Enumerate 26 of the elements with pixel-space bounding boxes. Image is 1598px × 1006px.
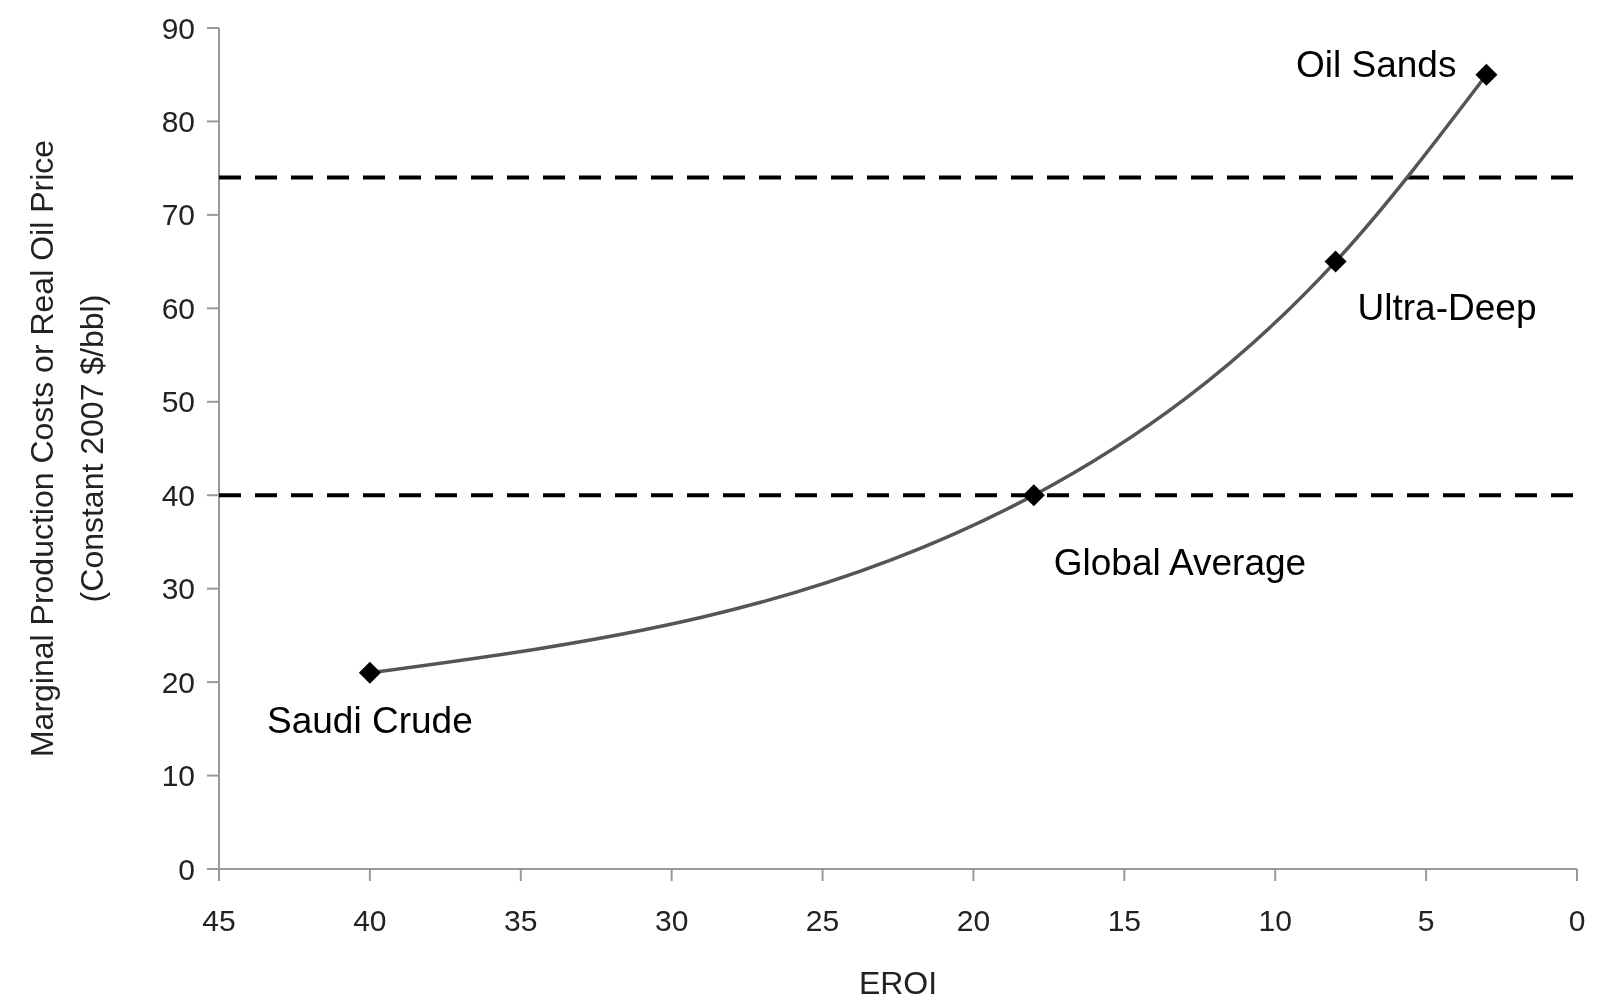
x-tick-label: 45 — [202, 904, 236, 937]
y-tick-label: 80 — [161, 104, 195, 138]
x-tick-label: 10 — [1258, 904, 1292, 937]
y-tick-label: 20 — [161, 665, 195, 699]
x-axis-title: EROI — [858, 965, 938, 1001]
x-tick-label: 15 — [1107, 904, 1142, 937]
y-tick-label: 40 — [161, 478, 195, 512]
x-tick-label: 30 — [654, 904, 689, 937]
y-tick-label: 50 — [161, 385, 195, 419]
y-tick-label: 0 — [178, 852, 195, 886]
annotation: Saudi Crude — [267, 699, 473, 741]
annotation: Global Average — [1053, 542, 1307, 584]
x-tick-label: 25 — [805, 904, 840, 937]
y-tick-label: 60 — [161, 291, 195, 325]
x-tick-label: 5 — [1417, 904, 1435, 937]
x-tick-label: 35 — [504, 904, 538, 937]
x-tick-label: 0 — [1568, 904, 1586, 937]
y-tick-label: 10 — [161, 759, 195, 793]
y-tick-label: 30 — [161, 572, 195, 606]
y-axis-title: Marginal Production Costs or Real Oil Price (Constant 2007 $/bbl) — [24, 139, 110, 758]
x-tick-label: 20 — [956, 904, 991, 937]
annotation: Oil Sands — [1296, 43, 1457, 85]
annotation: Ultra-Deep — [1357, 286, 1537, 328]
x-tick-label: 40 — [353, 904, 387, 937]
y-tick-label: 90 — [161, 11, 195, 45]
y-tick-label: 70 — [161, 198, 195, 232]
